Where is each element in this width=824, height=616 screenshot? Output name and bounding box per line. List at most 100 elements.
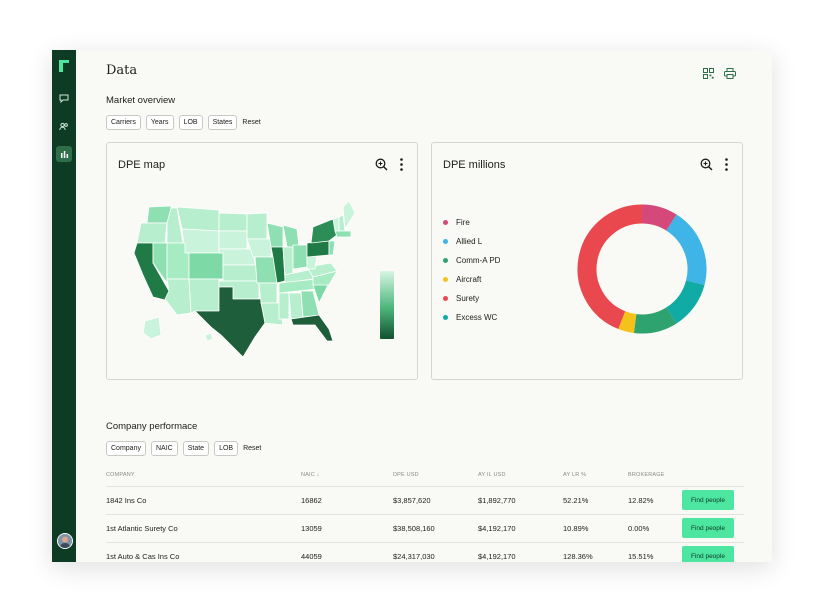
legend-label: Allied L — [456, 237, 483, 246]
filter-company-chip[interactable]: Company — [106, 441, 146, 456]
find-people-button[interactable]: Find people — [682, 490, 734, 510]
legend-label: Surety — [456, 294, 480, 303]
donut-slice-surety[interactable] — [618, 311, 637, 333]
more-options-icon[interactable] — [725, 158, 728, 171]
legend-item-comm-a-pd: Comm-A PD — [443, 251, 500, 270]
legend-label: Fire — [456, 218, 470, 227]
donut-slice-comm-a-pd[interactable] — [665, 279, 705, 324]
legend-label: Excess WC — [456, 313, 498, 322]
donut-card-actions — [700, 158, 728, 171]
donut-slice-allied-l[interactable] — [666, 214, 707, 286]
qr-code-icon[interactable] — [703, 68, 714, 79]
map-color-scale — [380, 271, 394, 339]
main-content: Data Market overview Carriers Years LOB … — [76, 50, 772, 562]
donut-slice-excess-wc[interactable] — [577, 204, 643, 329]
table-row: 1st Atlantic Surety Co 13059 $38,508,160… — [106, 514, 744, 543]
table-row: 1842 Ins Co 16862 $3,857,620 $1,892,770 … — [106, 486, 744, 515]
find-people-button[interactable]: Find people — [682, 546, 734, 562]
cell-naic: 13059 — [301, 524, 322, 533]
map-state-az — [164, 278, 192, 316]
us-choropleth-map — [133, 200, 394, 358]
col-header-company[interactable]: COMPANY — [106, 472, 135, 478]
legend-item-fire: Fire — [443, 213, 500, 232]
filter-naic-chip[interactable]: NAIC — [150, 441, 178, 456]
cell-ay-il: $4,192,170 — [478, 552, 516, 561]
filter-state-chip[interactable]: State — [182, 441, 210, 456]
people-nav-icon[interactable] — [56, 118, 72, 134]
dpe-donut-chart — [577, 204, 707, 334]
cell-ay-il: $1,892,770 — [478, 496, 516, 505]
data-nav-icon[interactable] — [56, 146, 72, 162]
map-state-nd — [218, 212, 248, 232]
legend-label: Comm-A PD — [456, 256, 501, 265]
legend-dot — [443, 220, 448, 225]
zoom-in-icon[interactable] — [700, 158, 713, 171]
cell-ay-lr: 128.36% — [563, 552, 593, 561]
more-options-icon[interactable] — [400, 158, 403, 171]
donut-slice-aircraft[interactable] — [633, 307, 677, 334]
map-state-la — [260, 302, 284, 326]
messages-nav-icon[interactable] — [56, 90, 72, 106]
legend-dot — [443, 315, 448, 320]
cell-ay-lr: 10.89% — [563, 524, 589, 533]
legend-label: Aircraft — [456, 275, 482, 284]
col-header-naic[interactable]: NAIC ↓ — [301, 472, 320, 478]
filter-years-chip[interactable]: Years — [145, 115, 174, 130]
app-logo — [59, 60, 69, 72]
cell-dpe: $38,508,160 — [393, 524, 435, 533]
market-overview-title: Market overview — [106, 95, 176, 106]
dpe-millions-title: DPE millions — [443, 159, 506, 171]
map-state-in — [282, 246, 294, 276]
zoom-in-icon[interactable] — [375, 158, 388, 171]
dpe-millions-card: DPE millions Fire Allied L Comm-A PD Air… — [431, 142, 743, 380]
cell-brokerage: 15.51% — [628, 552, 654, 561]
map-state-sd — [218, 230, 248, 250]
map-state-me — [342, 200, 356, 230]
cell-company: 1842 Ins Co — [106, 496, 147, 505]
legend-dot — [443, 277, 448, 282]
legend-item-aircraft: Aircraft — [443, 270, 500, 289]
user-avatar[interactable] — [57, 533, 73, 549]
map-state-mi — [282, 224, 300, 248]
market-reset-link[interactable]: Reset — [242, 119, 261, 126]
company-reset-link[interactable]: Reset — [243, 445, 262, 452]
sidebar — [52, 50, 76, 562]
filter-lob-chip[interactable]: LOB — [178, 115, 203, 130]
filter-lob-chip[interactable]: LOB — [214, 441, 239, 456]
company-performance-title: Company performace — [106, 421, 198, 432]
map-state-il — [270, 246, 286, 284]
col-header-dpe[interactable]: DPE USD — [393, 472, 419, 478]
page-title: Data — [106, 63, 138, 78]
legend-dot — [443, 296, 448, 301]
cell-company: 1st Atlantic Surety Co — [106, 524, 178, 533]
map-state-ma — [334, 230, 352, 238]
map-state-nm — [188, 278, 220, 314]
find-people-button[interactable]: Find people — [682, 518, 734, 538]
filter-states-chip[interactable]: States — [207, 115, 238, 130]
map-state-or — [136, 222, 168, 244]
print-icon[interactable] — [724, 68, 736, 79]
company-filter-row: Company NAIC State LOB Reset — [106, 441, 261, 456]
map-state-ar — [258, 282, 278, 304]
map-state-al — [288, 292, 304, 320]
map-state-ak — [142, 316, 162, 340]
col-header-ay-lr[interactable]: AY LR % — [563, 472, 587, 478]
map-state-co — [188, 252, 224, 280]
legend-item-allied-l: Allied L — [443, 232, 500, 251]
map-state-oh — [292, 244, 308, 270]
cell-dpe: $24,317,030 — [393, 552, 435, 561]
map-state-nv — [152, 242, 168, 284]
legend-item-surety: Surety — [443, 289, 500, 308]
donut-slice-fire[interactable] — [641, 204, 677, 231]
map-card-actions — [375, 158, 403, 171]
cell-ay-lr: 52.21% — [563, 496, 589, 505]
cell-brokerage: 12.82% — [628, 496, 654, 505]
col-header-ay-il[interactable]: AY IL USD — [478, 472, 506, 478]
cell-dpe: $3,857,620 — [393, 496, 431, 505]
col-header-brokerage[interactable]: BROKERAGE — [628, 472, 665, 478]
cell-company: 1st Auto & Cas Ins Co — [106, 552, 180, 561]
cell-brokerage: 0.00% — [628, 524, 650, 533]
market-filter-row: Carriers Years LOB States Reset — [106, 115, 261, 130]
donut-legend: Fire Allied L Comm-A PD Aircraft Surety … — [443, 213, 500, 327]
filter-carriers-chip[interactable]: Carriers — [106, 115, 141, 130]
